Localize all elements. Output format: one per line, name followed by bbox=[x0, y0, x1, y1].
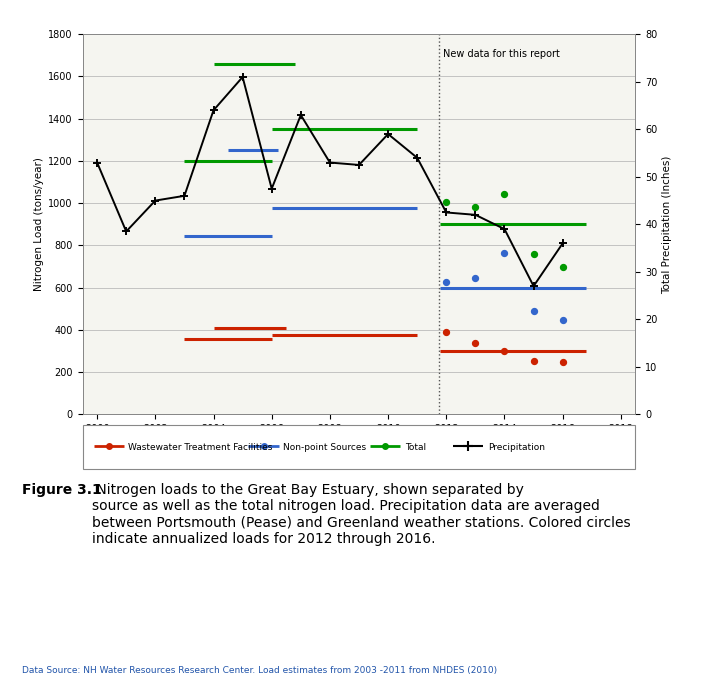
X-axis label: Year: Year bbox=[343, 440, 375, 453]
Point bbox=[557, 356, 569, 367]
Point bbox=[499, 188, 510, 199]
Text: Nitrogen loads to the Great Bay Estuary, shown separated by
source as well as th: Nitrogen loads to the Great Bay Estuary,… bbox=[92, 483, 630, 545]
Point bbox=[470, 273, 481, 284]
Point bbox=[441, 277, 452, 288]
Text: Data Source: NH Water Resources Research Center. Load estimates from 2003 -2011 : Data Source: NH Water Resources Research… bbox=[22, 666, 497, 675]
Text: Precipitation: Precipitation bbox=[488, 443, 545, 452]
Text: New data for this report: New data for this report bbox=[442, 49, 559, 59]
Y-axis label: Nitrogen Load (tons/year): Nitrogen Load (tons/year) bbox=[34, 158, 44, 291]
Point bbox=[528, 306, 539, 316]
Point bbox=[528, 249, 539, 260]
Point bbox=[528, 355, 539, 366]
Text: Figure 3.1: Figure 3.1 bbox=[22, 483, 101, 497]
Y-axis label: Total Precipitation (Inches): Total Precipitation (Inches) bbox=[662, 155, 672, 294]
Point bbox=[557, 261, 569, 272]
Point bbox=[470, 202, 481, 213]
Point bbox=[470, 337, 481, 348]
Point bbox=[441, 197, 452, 208]
Point bbox=[441, 327, 452, 338]
Point bbox=[499, 345, 510, 356]
Text: Non-point Sources: Non-point Sources bbox=[284, 443, 366, 452]
Text: Wastewater Treatment Facilities: Wastewater Treatment Facilities bbox=[129, 443, 273, 452]
Point bbox=[557, 315, 569, 326]
Point bbox=[499, 247, 510, 258]
Text: Total: Total bbox=[405, 443, 426, 452]
